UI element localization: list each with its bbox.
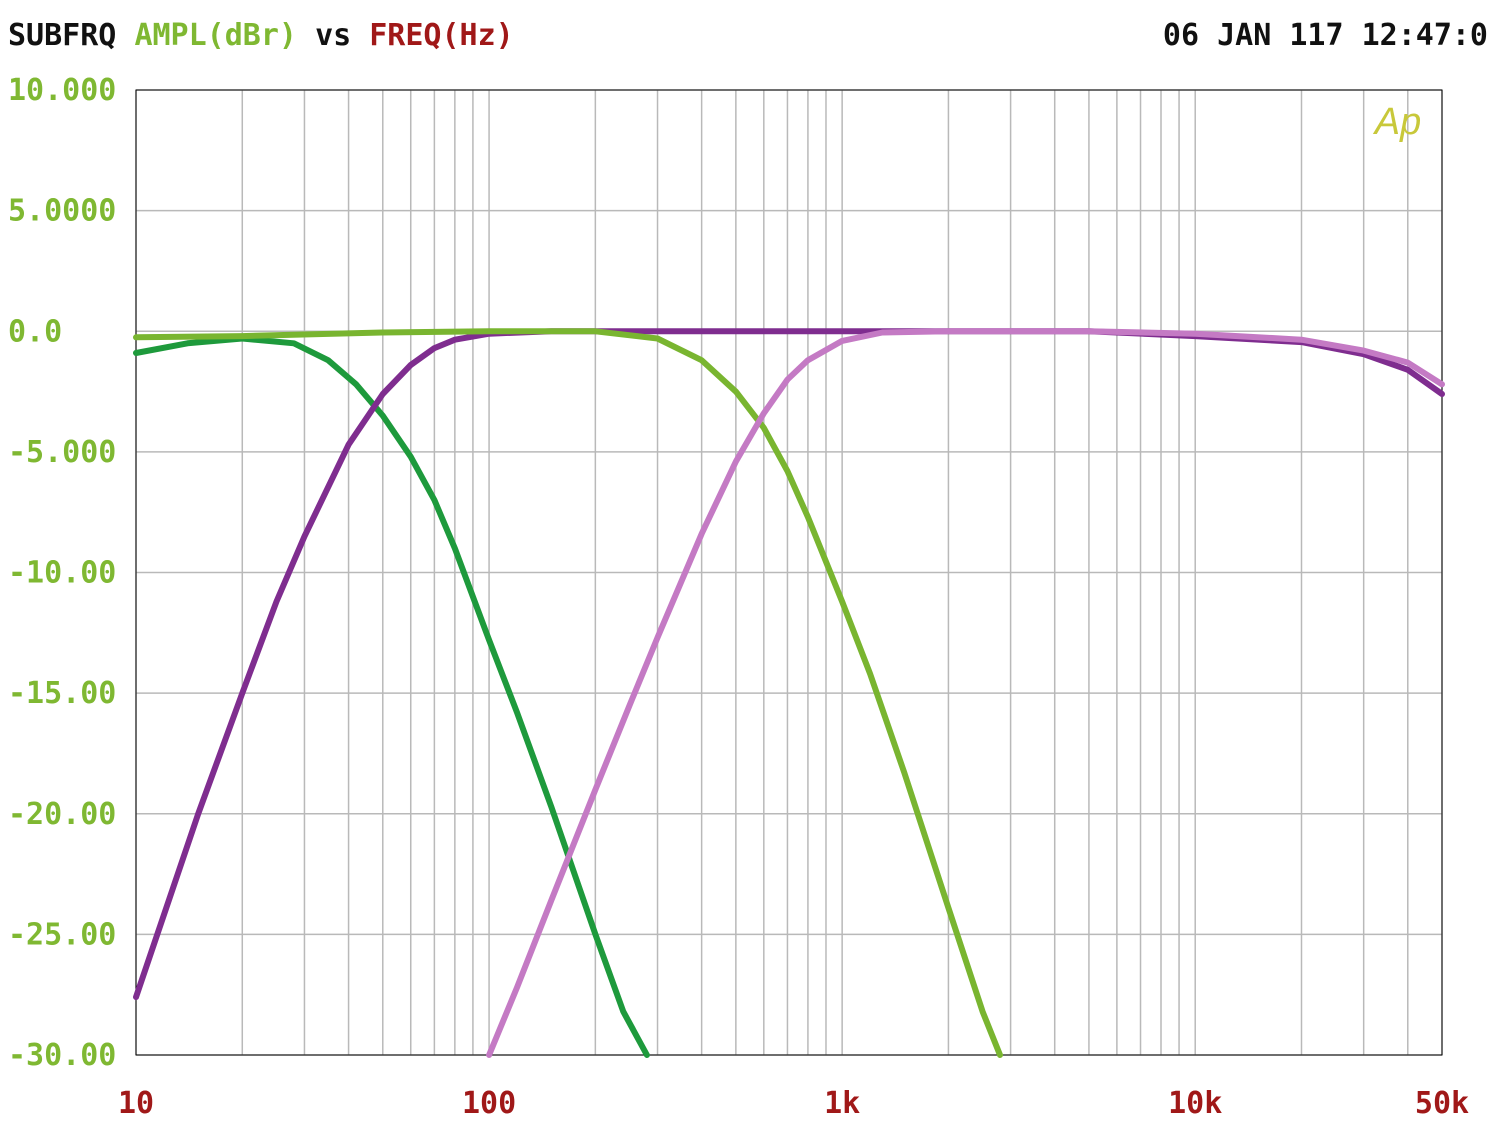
grid-layer	[135, 89, 1443, 1056]
chart-title-name: SUBFRQ	[8, 18, 117, 53]
series-line-1	[133, 335, 650, 1058]
y-tick-label: -15.00	[8, 676, 116, 711]
vs-text: vs	[315, 18, 352, 53]
y-tick-label: -20.00	[8, 797, 116, 832]
y-tick-label: 10.000	[8, 73, 116, 108]
y-tick-label: -30.00	[8, 1038, 116, 1073]
header-left: SUBFRQ AMPL(dBr) vs FREQ(Hz)	[8, 18, 514, 53]
series-line-4	[486, 328, 1445, 1058]
x-tick-label: 10k	[1168, 1086, 1222, 1121]
header-datetime: 06 JAN 117 12:47:0	[1162, 18, 1488, 53]
series-layer	[133, 328, 1445, 1058]
series-line-2	[133, 328, 1445, 1001]
x-axis-title: FREQ(Hz)	[369, 18, 514, 53]
x-tick-label: 50k	[1415, 1086, 1469, 1121]
y-axis-title: AMPL(dBr)	[134, 18, 297, 53]
x-tick-label: 100	[462, 1086, 516, 1121]
x-tick-label: 1k	[824, 1086, 860, 1121]
y-tick-label: 5.0000	[8, 194, 116, 229]
x-tick-label: 10	[118, 1086, 154, 1121]
y-tick-labels: 10.000 5.0000 0.0 -5.000 -10.00 -15.00 -20.00 -…	[8, 73, 116, 1073]
ap-logo: Ap	[1373, 101, 1421, 143]
series-line-3	[133, 328, 1003, 1058]
y-tick-label: -10.00	[8, 556, 116, 591]
plot-frame	[135, 89, 1443, 1056]
y-tick-label: -5.000	[8, 435, 116, 470]
x-tick-labels: 10 100 1k 10k 50k	[118, 1086, 1469, 1121]
y-tick-label: 0.0	[8, 314, 62, 349]
y-tick-label: -25.00	[8, 917, 116, 952]
